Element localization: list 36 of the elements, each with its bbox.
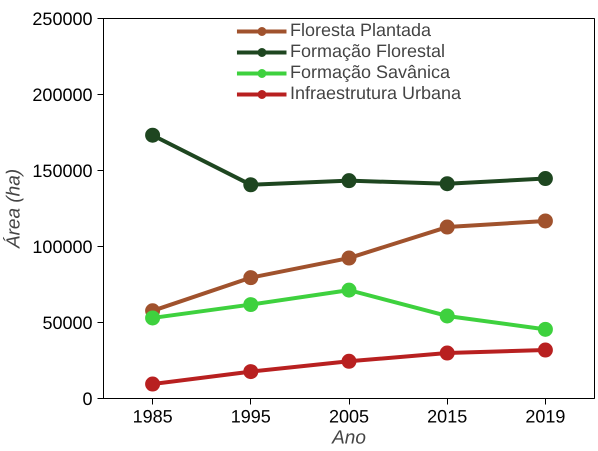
point (145, 376, 160, 392)
legend-label: Formação Florestal (290, 41, 446, 62)
y-axis-title: Área (ha) (2, 168, 24, 250)
y-tick-label: 100000 (32, 237, 93, 257)
point (243, 364, 258, 380)
x-tick-label: 1985 (132, 406, 173, 426)
point (342, 173, 356, 188)
point (243, 297, 258, 312)
x-tick-label: 2015 (427, 406, 468, 426)
point (342, 354, 356, 369)
y-tick-label: 0 (82, 389, 93, 409)
point (440, 176, 455, 192)
y-tick-label: 150000 (32, 161, 93, 181)
y-tick-label: 50000 (42, 313, 93, 333)
point (538, 213, 553, 228)
point (243, 177, 258, 192)
point (538, 322, 553, 337)
legend-label: Formação Savânica (290, 62, 450, 83)
legend-label: Floresta Plantada (290, 20, 432, 41)
x-axis-title: Ano (331, 428, 366, 448)
point (342, 250, 356, 266)
point (538, 342, 553, 358)
point (440, 346, 455, 361)
x-tick-label: 1995 (230, 406, 271, 426)
y-tick-label: 200000 (32, 85, 93, 105)
y-tick-label: 250000 (32, 9, 93, 29)
point (145, 310, 160, 326)
point (342, 282, 356, 298)
point (243, 270, 258, 286)
legend-label: Infraestrutura Urbana (290, 83, 462, 104)
point (440, 308, 455, 324)
x-tick-label: 2005 (328, 406, 370, 426)
point (538, 171, 553, 186)
x-tick-label: 2019 (525, 406, 566, 426)
point (440, 220, 455, 235)
point (145, 128, 160, 143)
